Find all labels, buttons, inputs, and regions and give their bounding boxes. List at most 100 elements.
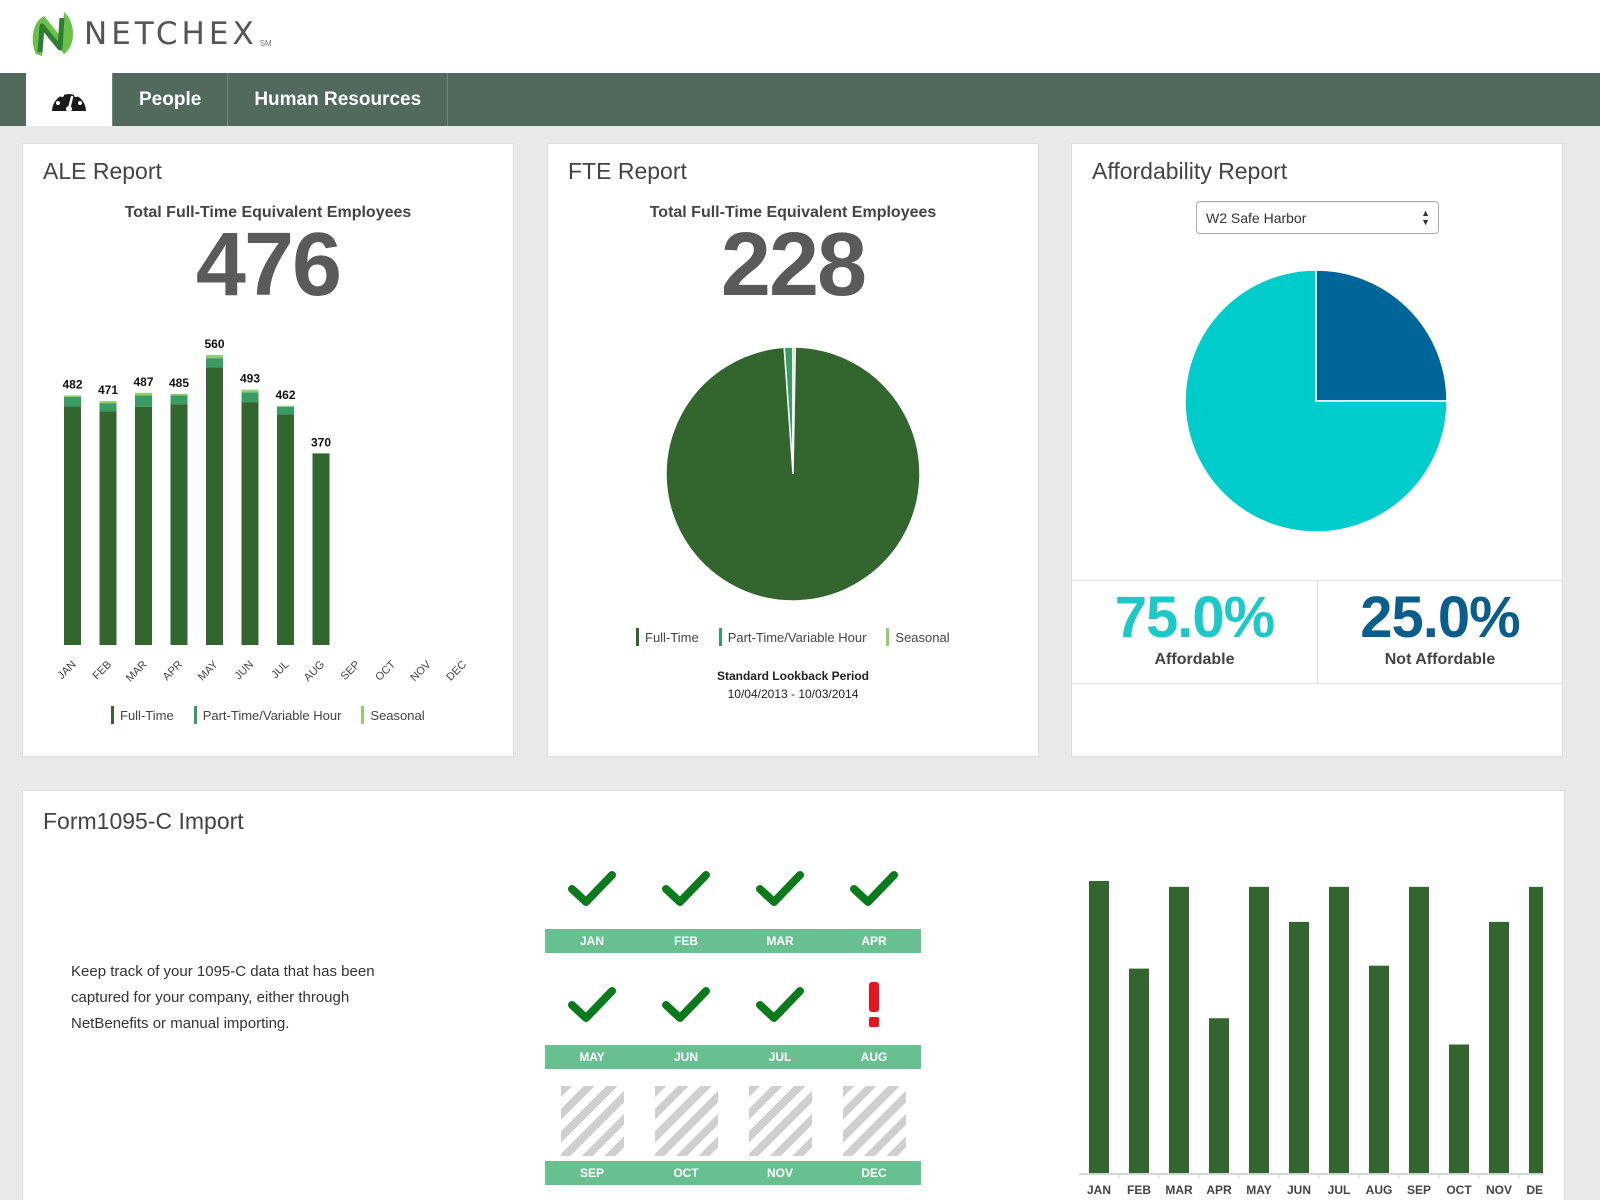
form1095-import-panel: Form1095-C Import Keep track of your 109… — [22, 790, 1565, 1200]
ale-bar-segment-jul-2[interactable] — [277, 405, 294, 407]
ale-bar-segment-feb-2[interactable] — [99, 401, 117, 404]
month-status-jun[interactable]: JUN — [639, 967, 733, 1083]
ale-bar-segment-mar-2[interactable] — [135, 392, 152, 396]
nav-people[interactable]: People — [112, 73, 229, 126]
month-label: MAR — [766, 934, 794, 948]
aff-pie-slice-not-affordable[interactable] — [1315, 269, 1448, 402]
ale-bar-value-label: 560 — [204, 337, 224, 351]
form1095-bar-dec[interactable] — [1529, 886, 1543, 1173]
pending-hatch-icon — [733, 1086, 827, 1156]
ale-x-tick-label: AUG — [302, 659, 327, 684]
ale-bar-segment-jul-1[interactable] — [277, 406, 294, 415]
safe-harbor-select[interactable]: W2 Safe Harbor ▲ ▼ — [1196, 201, 1439, 234]
month-label: JAN — [579, 934, 604, 948]
ale-bar-segment-may-0[interactable] — [206, 367, 223, 645]
form1095-bar-jan[interactable] — [1089, 881, 1109, 1173]
ale-total-value: 476 — [195, 215, 342, 315]
month-label: APR — [861, 934, 887, 948]
ale-bar-value-label: 482 — [62, 377, 82, 391]
checkmark-icon — [545, 859, 639, 919]
month-status-nov[interactable]: NOV — [733, 1083, 827, 1199]
fte-pie-chart — [665, 346, 921, 602]
pending-hatch-icon — [545, 1086, 639, 1156]
ale-bar-segment-may-2[interactable] — [206, 355, 223, 359]
ale-bar-segment-apr-0[interactable] — [170, 404, 188, 645]
fte-report-title: FTE Report — [568, 158, 687, 184]
month-label: DEC — [861, 1166, 887, 1180]
form1095-bar-oct[interactable] — [1449, 1044, 1469, 1173]
ale-bar-segment-apr-1[interactable] — [170, 395, 188, 405]
app-header: NETCHEX SM — [0, 0, 1600, 73]
brand-service-mark: SM — [259, 38, 272, 48]
fte-pie-slice-full-time[interactable] — [665, 346, 921, 602]
affordability-report-panel: Affordability Report W2 Safe Harbor ▲ ▼ 7… — [1071, 143, 1563, 757]
affordability-report-title: Affordability Report — [1092, 158, 1288, 184]
month-status-dec[interactable]: DEC — [827, 1083, 921, 1199]
form1095-bar-aug[interactable] — [1369, 965, 1389, 1173]
speedometer-icon — [52, 89, 86, 112]
aff-pie-slice-affordable[interactable] — [1184, 269, 1448, 533]
not-affordable-percent: 25.0% — [1360, 585, 1520, 650]
month-status-apr[interactable]: APR — [827, 851, 921, 967]
not-affordable-label: Not Affordable — [1384, 651, 1496, 668]
month-status-jul[interactable]: JUL — [733, 967, 827, 1083]
form1095-bar-feb[interactable] — [1129, 968, 1149, 1173]
ale-bar-segment-may-1[interactable] — [206, 358, 223, 368]
legend-seasonal: Seasonal — [886, 628, 950, 646]
ale-x-tick-label: APR — [161, 659, 186, 684]
month-status-jan[interactable]: JAN — [545, 851, 639, 967]
ale-bar-value-label: 370 — [311, 435, 331, 449]
form1095-x-tick-label: JUL — [1328, 1183, 1351, 1197]
ale-bar-segment-jan-2[interactable] — [64, 395, 81, 397]
form1095-x-tick-label: MAY — [1246, 1183, 1272, 1197]
brand-logo[interactable]: NETCHEX SM — [28, 8, 272, 60]
month-label: AUG — [860, 1050, 888, 1064]
month-label-bar — [545, 1161, 921, 1185]
form1095-bar-nov[interactable] — [1489, 921, 1509, 1173]
month-status-oct[interactable]: OCT — [639, 1083, 733, 1199]
ale-bar-segment-aug-0[interactable] — [312, 453, 330, 645]
ale-bar-segment-jul-0[interactable] — [277, 414, 294, 645]
ale-bar-segment-jun-1[interactable] — [241, 392, 259, 403]
nav-human-resources[interactable]: Human Resources — [228, 73, 449, 126]
month-status-aug[interactable]: AUG — [827, 967, 921, 1083]
form1095-bar-may[interactable] — [1249, 886, 1269, 1173]
form1095-bar-jul[interactable] — [1329, 886, 1349, 1173]
month-status-feb[interactable]: FEB — [639, 851, 733, 967]
month-status-mar[interactable]: MAR — [733, 851, 827, 967]
ale-bar-segment-jun-0[interactable] — [241, 402, 259, 645]
form1095-bar-mar[interactable] — [1169, 886, 1189, 1173]
form1095-description: Keep track of your 1095-C data that has … — [71, 963, 375, 1032]
ale-bar-segment-feb-1[interactable] — [99, 403, 117, 412]
form1095-x-tick-label: JAN — [1087, 1183, 1111, 1197]
month-status-sep[interactable]: SEP — [545, 1083, 639, 1199]
ale-bar-segment-jan-0[interactable] — [64, 406, 81, 645]
month-label: JUL — [768, 1050, 792, 1064]
legend-seasonal: Seasonal — [361, 706, 425, 724]
form1095-x-tick-label: OCT — [1446, 1183, 1472, 1197]
checkmark-icon — [639, 975, 733, 1035]
ale-x-tick-label: JUL — [269, 659, 291, 681]
fte-total-value: 228 — [720, 215, 867, 315]
ale-bar-value-label: 487 — [133, 375, 153, 389]
ale-x-tick-label: OCT — [373, 658, 398, 683]
month-label: SEP — [579, 1166, 604, 1180]
fte-legend: Full-Time Part-Time/Variable Hour Season… — [636, 628, 970, 646]
nav-dashboard[interactable] — [26, 73, 112, 126]
form1095-bar-sep[interactable] — [1409, 886, 1429, 1173]
form1095-bar-jun[interactable] — [1289, 921, 1309, 1173]
ale-bar-segment-apr-2[interactable] — [170, 393, 188, 396]
affordability-pie-chart — [1184, 269, 1448, 533]
not-affordable-stat: 25.0% Not Affordable — [1317, 581, 1562, 683]
ale-bar-segment-mar-0[interactable] — [135, 406, 152, 645]
form1095-x-tick-label: DEC — [1526, 1183, 1543, 1197]
month-label-bar — [545, 929, 921, 953]
form1095-bar-apr[interactable] — [1209, 1018, 1229, 1173]
ale-bar-segment-jun-2[interactable] — [241, 389, 259, 393]
month-label: JUN — [673, 1050, 698, 1064]
month-status-may[interactable]: MAY — [545, 967, 639, 1083]
ale-bar-segment-jan-1[interactable] — [64, 396, 81, 407]
lookback-period: Standard Lookback Period 10/04/2013 - 10… — [548, 669, 1038, 701]
ale-bar-segment-feb-0[interactable] — [99, 411, 117, 645]
ale-bar-segment-mar-1[interactable] — [135, 395, 152, 407]
